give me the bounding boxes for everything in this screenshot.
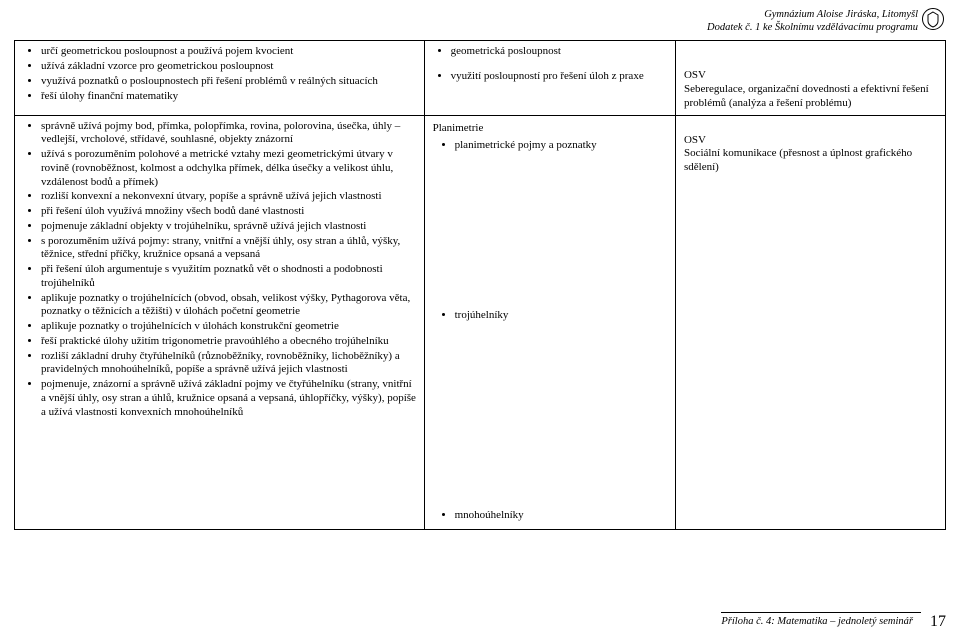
- school-crest-icon: [922, 8, 944, 30]
- crosscut-cell: OSV Seberegulace, organizační dovednosti…: [675, 41, 945, 115]
- list-item: trojúhelníky: [455, 309, 669, 323]
- osv-title: OSV: [684, 134, 939, 148]
- list-item: při řešení úloh argumentuje s využitím p…: [41, 263, 418, 291]
- page-footer: Příloha č. 4: Matematika – jednoletý sem…: [721, 612, 946, 632]
- section-heading: Planimetrie: [433, 122, 669, 136]
- list-item: při řešení úloh využívá množiny všech bo…: [41, 205, 418, 219]
- footer-appendix-label: Příloha č. 4: Matematika – jednoletý sem…: [721, 612, 921, 628]
- curriculum-table: určí geometrickou posloupnost a používá …: [14, 40, 946, 529]
- osv-title: OSV: [684, 69, 939, 83]
- list-item: rozliší základní druhy čtyřúhelníků (růz…: [41, 350, 418, 378]
- list-item: geometrická posloupnost: [451, 45, 669, 59]
- list-item: s porozuměním užívá pojmy: strany, vnitř…: [41, 235, 418, 263]
- topics-cell: Planimetrie planimetrické pojmy a poznat…: [424, 115, 675, 529]
- list-item: aplikuje poznatky o trojúhelnících v úlo…: [41, 320, 418, 334]
- table-row: určí geometrickou posloupnost a používá …: [15, 41, 946, 115]
- list-item: určí geometrickou posloupnost a používá …: [41, 45, 418, 59]
- header-line-1: Gymnázium Aloise Jiráska, Litomyšl: [14, 8, 918, 21]
- list-item: užívá základní vzorce pro geometrickou p…: [41, 60, 418, 74]
- list-item: správně užívá pojmy bod, přímka, polopří…: [41, 120, 418, 148]
- page-header: Gymnázium Aloise Jiráska, Litomyšl Dodat…: [14, 8, 946, 34]
- list-item: pojmenuje základní objekty v trojúhelník…: [41, 220, 418, 234]
- crosscut-cell: OSV Sociální komunikace (přesnost a úpln…: [675, 115, 945, 529]
- topics-cell: geometrická posloupnost využití posloupn…: [424, 41, 675, 115]
- list-item: řeší praktické úlohy užitím trigonometri…: [41, 335, 418, 349]
- list-item: planimetrické pojmy a poznatky: [455, 139, 669, 153]
- outcomes-cell: správně užívá pojmy bod, přímka, polopří…: [15, 115, 425, 529]
- list-item: pojmenuje, znázorní a správně užívá zákl…: [41, 378, 418, 419]
- page: Gymnázium Aloise Jiráska, Litomyšl Dodat…: [0, 0, 960, 638]
- list-item: aplikuje poznatky o trojúhelnících (obvo…: [41, 292, 418, 320]
- list-item: využívá poznatků o posloupnostech při ře…: [41, 75, 418, 89]
- list-item: rozliší konvexní a nekonvexní útvary, po…: [41, 190, 418, 204]
- list-item: mnohoúhelníky: [455, 509, 669, 523]
- osv-body: Sociální komunikace (přesnost a úplnost …: [684, 147, 939, 175]
- table-row: správně užívá pojmy bod, přímka, polopří…: [15, 115, 946, 529]
- page-number: 17: [930, 613, 946, 630]
- list-item: užívá s porozuměním polohové a metrické …: [41, 148, 418, 189]
- outcomes-cell: určí geometrickou posloupnost a používá …: [15, 41, 425, 115]
- header-line-2: Dodatek č. 1 ke Školnímu vzdělávacímu pr…: [14, 21, 918, 34]
- osv-body: Seberegulace, organizační dovednosti a e…: [684, 83, 939, 111]
- list-item: využití posloupností pro řešení úloh z p…: [451, 70, 669, 84]
- list-item: řeší úlohy finanční matematiky: [41, 90, 418, 104]
